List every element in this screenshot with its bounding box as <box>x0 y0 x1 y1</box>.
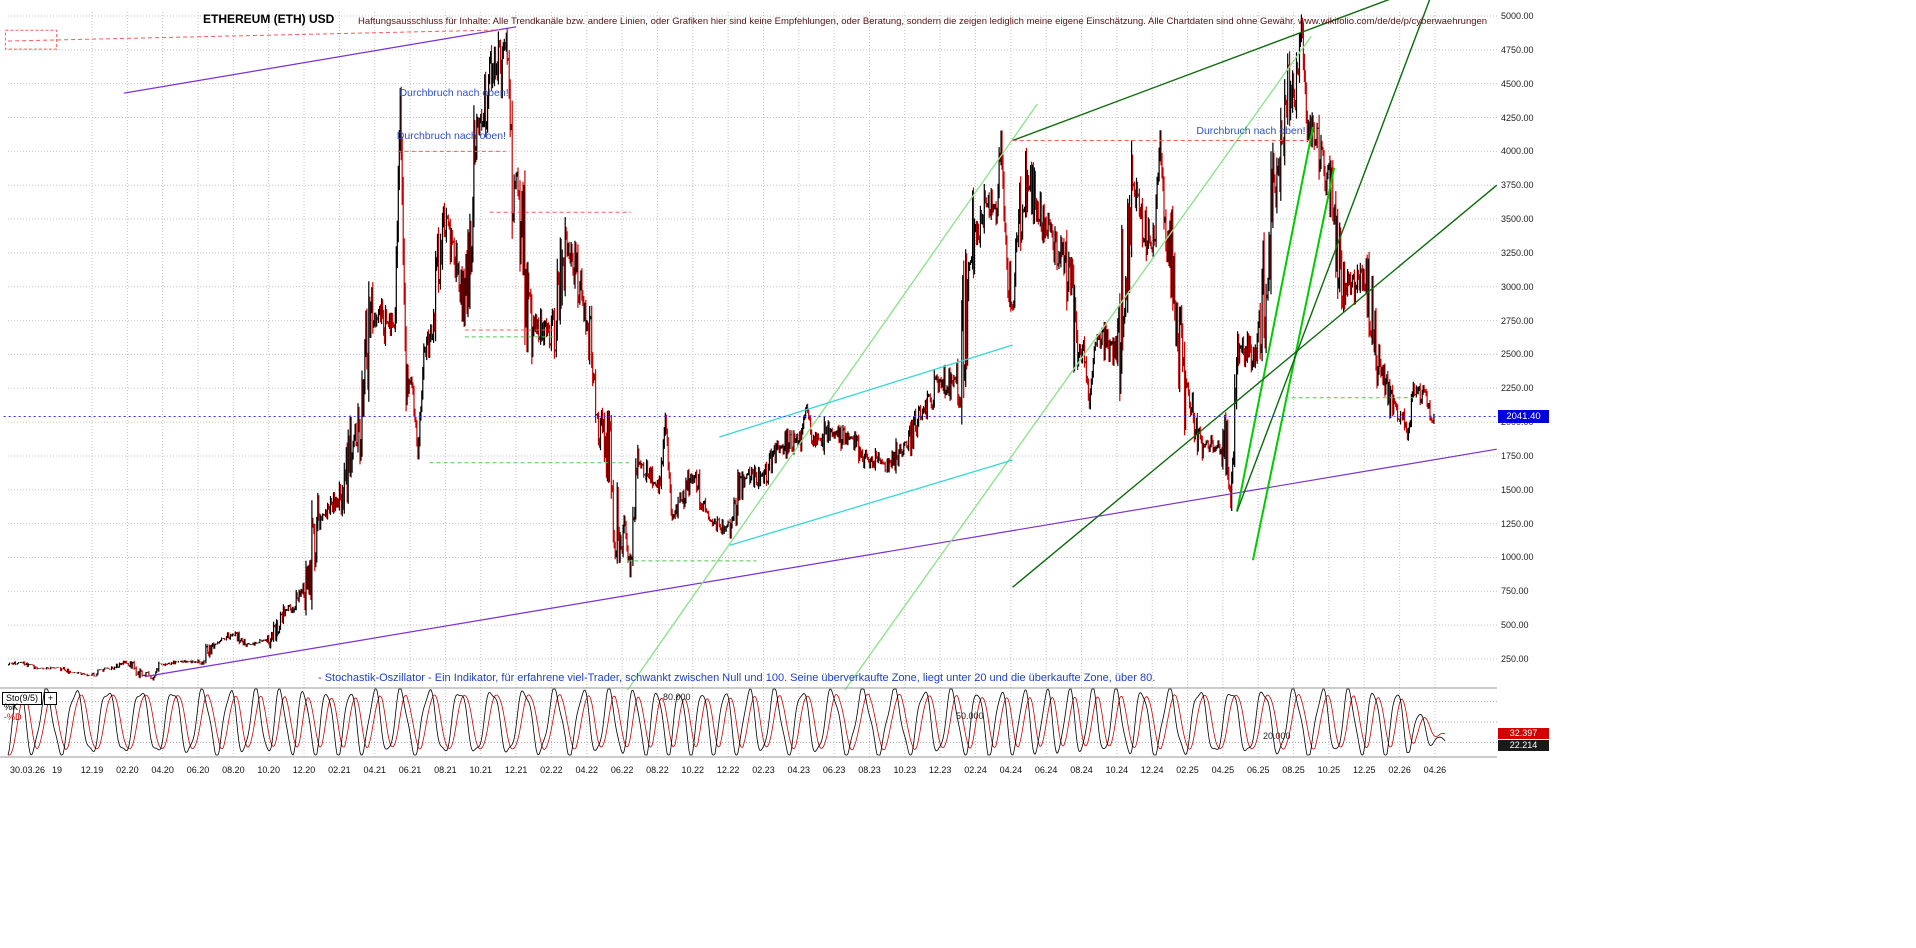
candles-down <box>9 17 1434 681</box>
price-axis-label: 1500.00 <box>1501 484 1534 495</box>
last-price-badge: 2041.40 <box>1498 410 1549 423</box>
time-axis-label: 10.25 <box>1317 765 1341 775</box>
price-axis-label: 5000.00 <box>1501 11 1534 21</box>
time-axis-label: 10.23 <box>893 765 917 775</box>
time-axis-label: 04.20 <box>151 765 174 775</box>
time-axis-label: 12.25 <box>1352 765 1376 775</box>
price-axis-label: 1750.00 <box>1501 450 1534 461</box>
stochastic-d-line <box>8 693 1446 756</box>
stoch-k-badge: 22.214 <box>1498 740 1549 751</box>
time-axis-label: 12.23 <box>928 765 952 775</box>
time-axis-label: 02.25 <box>1176 765 1199 775</box>
stoch-d-label: -%D <box>4 712 22 722</box>
time-axis-label: 12.22 <box>716 765 740 775</box>
stoch-guide-label-80: 80.000 <box>663 692 691 702</box>
time-axis-label: 10.21 <box>469 765 492 775</box>
stochastic-k-line <box>7 688 1446 756</box>
time-axis-label: 02.26 <box>1388 765 1411 775</box>
time-axis-label: 04.24 <box>999 765 1023 775</box>
price-axis-label: 1000.00 <box>1501 552 1534 563</box>
price-axis-label: 4500.00 <box>1501 78 1534 89</box>
trendline-steep-rally-2 <box>1251 167 1336 561</box>
time-axis-label: 30.03.26 <box>10 765 46 775</box>
price-axis-label: 2250.00 <box>1501 383 1534 394</box>
time-axis-label: 06.25 <box>1246 765 1270 775</box>
trendline-support-dark-green-1 <box>1012 184 1498 588</box>
time-axis-label: 06.20 <box>186 765 210 775</box>
time-axis-label: 12.21 <box>504 765 528 775</box>
time-axis-label: 08.21 <box>434 765 457 775</box>
price-axis-label: 3250.00 <box>1501 247 1534 258</box>
time-axis-label: 04.23 <box>787 765 811 775</box>
trendline-cyan-channel-2 <box>729 459 1013 546</box>
time-axis-label: 04.25 <box>1211 765 1235 775</box>
dashed-red-box <box>4 29 58 50</box>
time-axis-label: 06.24 <box>1034 765 1058 775</box>
time-axis-label: 04.26 <box>1423 765 1447 775</box>
trendline-steep-channel-2 <box>844 35 1312 691</box>
time-axis-label: 10.22 <box>681 765 705 775</box>
time-axis-label: 12.19 <box>80 765 104 775</box>
time-axis-label: 12.24 <box>1140 765 1164 775</box>
disclaimer-text: Haftungsausschluss für Inhalte: Alle Tre… <box>358 16 1488 27</box>
price-axis-label: 4000.00 <box>1501 146 1534 157</box>
candles-up <box>8 14 1435 681</box>
time-axis-label: 02.23 <box>752 765 775 775</box>
price-axis-label: 750.00 <box>1501 586 1529 597</box>
time-axis-label: 08.24 <box>1070 765 1093 775</box>
indicator-add-button[interactable]: + <box>44 692 57 705</box>
indicator-name-box[interactable]: Sto(9/5) <box>2 692 43 705</box>
time-axis-label: 12.20 <box>292 765 316 775</box>
trendline-violet-support <box>144 448 1497 678</box>
trendline-steep-rally-1 <box>1236 126 1314 512</box>
time-axis-label: 10.24 <box>1105 765 1129 775</box>
time-axis-label: 06.21 <box>398 765 422 775</box>
stoch-guide-label-20: 20.000 <box>1263 731 1291 741</box>
breakout-annotation-3: Durchbruch nach oben! <box>1196 125 1306 138</box>
chart-title: ETHEREUM (ETH) USD <box>203 12 335 26</box>
price-axis-label: 3750.00 <box>1501 180 1534 191</box>
trendline-resistance-dark-green-2 <box>1236 0 1431 512</box>
price-axis-label: 2500.00 <box>1501 349 1534 360</box>
trendline-resistance-dark-green-3 <box>1012 0 1390 142</box>
breakout-annotation-2: Durchbruch nach oben! <box>396 130 506 143</box>
trendline-violet-resistance-top <box>123 26 517 94</box>
stoch-guide-label-50: 50.000 <box>956 711 984 721</box>
trendline-cyan-channel-1 <box>719 344 1013 438</box>
time-axis-label: 02.22 <box>540 765 563 775</box>
trendline-level-red-top <box>8 29 501 42</box>
time-axis-label: 08.23 <box>858 765 881 775</box>
time-axis-label: 08.20 <box>222 765 245 775</box>
price-axis-label: 3000.00 <box>1501 281 1534 292</box>
price-axis-label: 4750.00 <box>1501 44 1534 55</box>
price-axis-label: 4250.00 <box>1501 112 1534 123</box>
time-axis-label: 02.20 <box>116 765 139 775</box>
time-axis-label: 19 <box>52 765 63 775</box>
price-axis-label: 500.00 <box>1501 620 1529 631</box>
stoch-k-label: %K <box>4 702 19 712</box>
price-axis-label: 3500.00 <box>1501 214 1534 225</box>
time-axis-label: 06.22 <box>610 765 634 775</box>
time-axis-label: 08.25 <box>1282 765 1305 775</box>
price-axis-label: 250.00 <box>1501 653 1529 664</box>
stoch-d-badge: 32.397 <box>1498 728 1549 739</box>
breakout-annotation-1: Durchbruch nach oben! <box>399 87 509 100</box>
time-axis-label: 02.24 <box>964 765 987 775</box>
stochastic-note: - Stochastik-Oszillator - Ein Indikator,… <box>318 672 1156 684</box>
time-axis-label: 04.21 <box>363 765 386 775</box>
time-axis-label: 02.21 <box>328 765 351 775</box>
time-axis-label: 04.22 <box>575 765 599 775</box>
price-axis-label: 1250.00 <box>1501 518 1534 529</box>
price-axis-label: 2750.00 <box>1501 315 1534 326</box>
time-axis-label: 10.20 <box>257 765 280 775</box>
time-axis-label: 06.23 <box>822 765 846 775</box>
trendline-steep-channel-1 <box>626 103 1038 691</box>
time-axis-label: 08.22 <box>646 765 669 775</box>
